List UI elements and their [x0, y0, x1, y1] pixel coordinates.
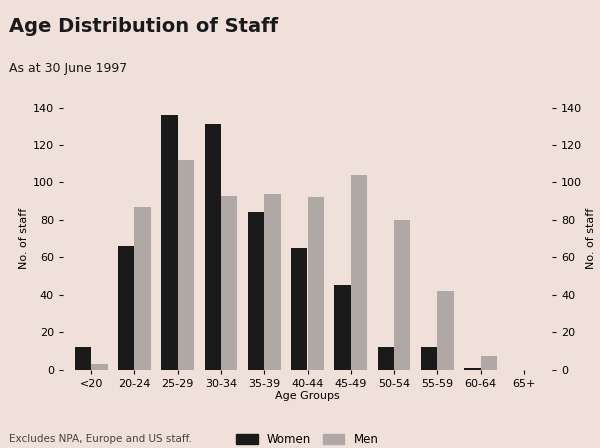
Y-axis label: No. of staff: No. of staff	[19, 208, 29, 269]
Text: Excludes NPA, Europe and US staff.: Excludes NPA, Europe and US staff.	[9, 434, 192, 444]
Bar	[377, 347, 394, 370]
Bar	[74, 347, 91, 370]
Bar	[134, 207, 151, 370]
Bar	[161, 115, 178, 370]
Bar	[264, 194, 281, 370]
Bar	[464, 368, 481, 370]
Bar	[178, 160, 194, 370]
Bar	[248, 212, 264, 370]
Bar	[334, 285, 351, 370]
Bar	[351, 175, 367, 370]
Bar	[91, 364, 107, 370]
Bar	[221, 195, 238, 370]
Bar	[205, 125, 221, 370]
Legend: Women, Men: Women, Men	[236, 433, 379, 446]
Bar	[437, 291, 454, 370]
Bar	[291, 248, 307, 370]
Bar	[394, 220, 410, 370]
Text: Age Distribution of Staff: Age Distribution of Staff	[9, 17, 278, 35]
Bar	[421, 347, 437, 370]
Y-axis label: No. of staff: No. of staff	[586, 208, 596, 269]
Bar	[481, 357, 497, 370]
X-axis label: Age Groups: Age Groups	[275, 392, 340, 401]
Bar	[118, 246, 134, 370]
Text: As at 30 June 1997: As at 30 June 1997	[9, 62, 127, 75]
Bar	[308, 198, 324, 370]
